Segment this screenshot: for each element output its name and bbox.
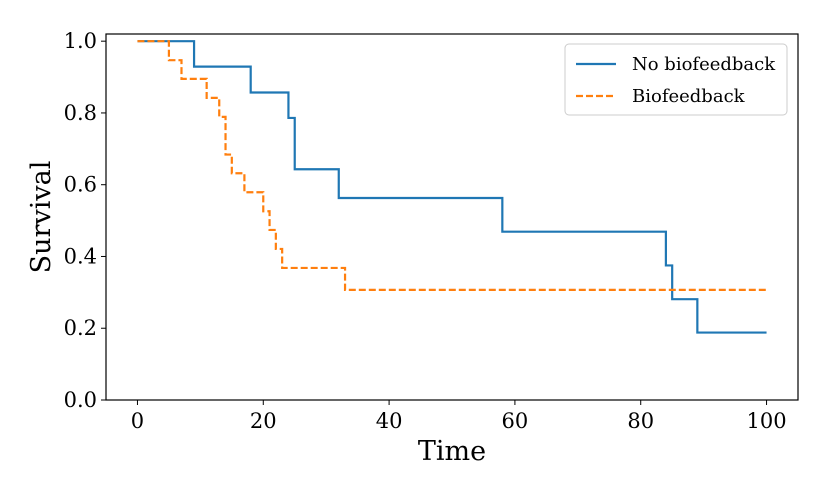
y-tick-label: 0.2 bbox=[64, 316, 97, 340]
x-tick-label: 0 bbox=[131, 409, 144, 433]
y-tick-label: 0.8 bbox=[64, 101, 97, 125]
x-tick-label: 80 bbox=[627, 409, 654, 433]
legend-frame bbox=[564, 43, 788, 116]
plot-frame bbox=[105, 33, 799, 401]
series-layer bbox=[137, 40, 767, 334]
legend-label-no-biofeedback: No biofeedback bbox=[632, 54, 776, 75]
x-tick-label: 60 bbox=[502, 409, 529, 433]
series-line-no-biofeedback bbox=[137, 40, 767, 334]
y-tick-label: 0.6 bbox=[64, 173, 97, 197]
legend-label-biofeedback: Biofeedback bbox=[632, 86, 746, 107]
x-axis-ticks: 0 20 40 60 80 100 bbox=[131, 400, 787, 433]
x-tick-label: 100 bbox=[746, 409, 786, 433]
x-axis-label: Time bbox=[418, 436, 486, 467]
series-line-biofeedback bbox=[137, 40, 767, 291]
x-tick-label: 40 bbox=[376, 409, 403, 433]
x-tick-label: 20 bbox=[250, 409, 277, 433]
y-tick-label: 0.4 bbox=[64, 244, 97, 268]
y-axis-ticks: 0.0 0.2 0.4 0.6 0.8 1.0 bbox=[64, 29, 106, 412]
legend: No biofeedback Biofeedback bbox=[564, 43, 788, 116]
y-tick-label: 0.0 bbox=[64, 388, 97, 412]
y-tick-label: 1.0 bbox=[64, 29, 97, 53]
y-axis-label: Survival bbox=[26, 161, 57, 274]
